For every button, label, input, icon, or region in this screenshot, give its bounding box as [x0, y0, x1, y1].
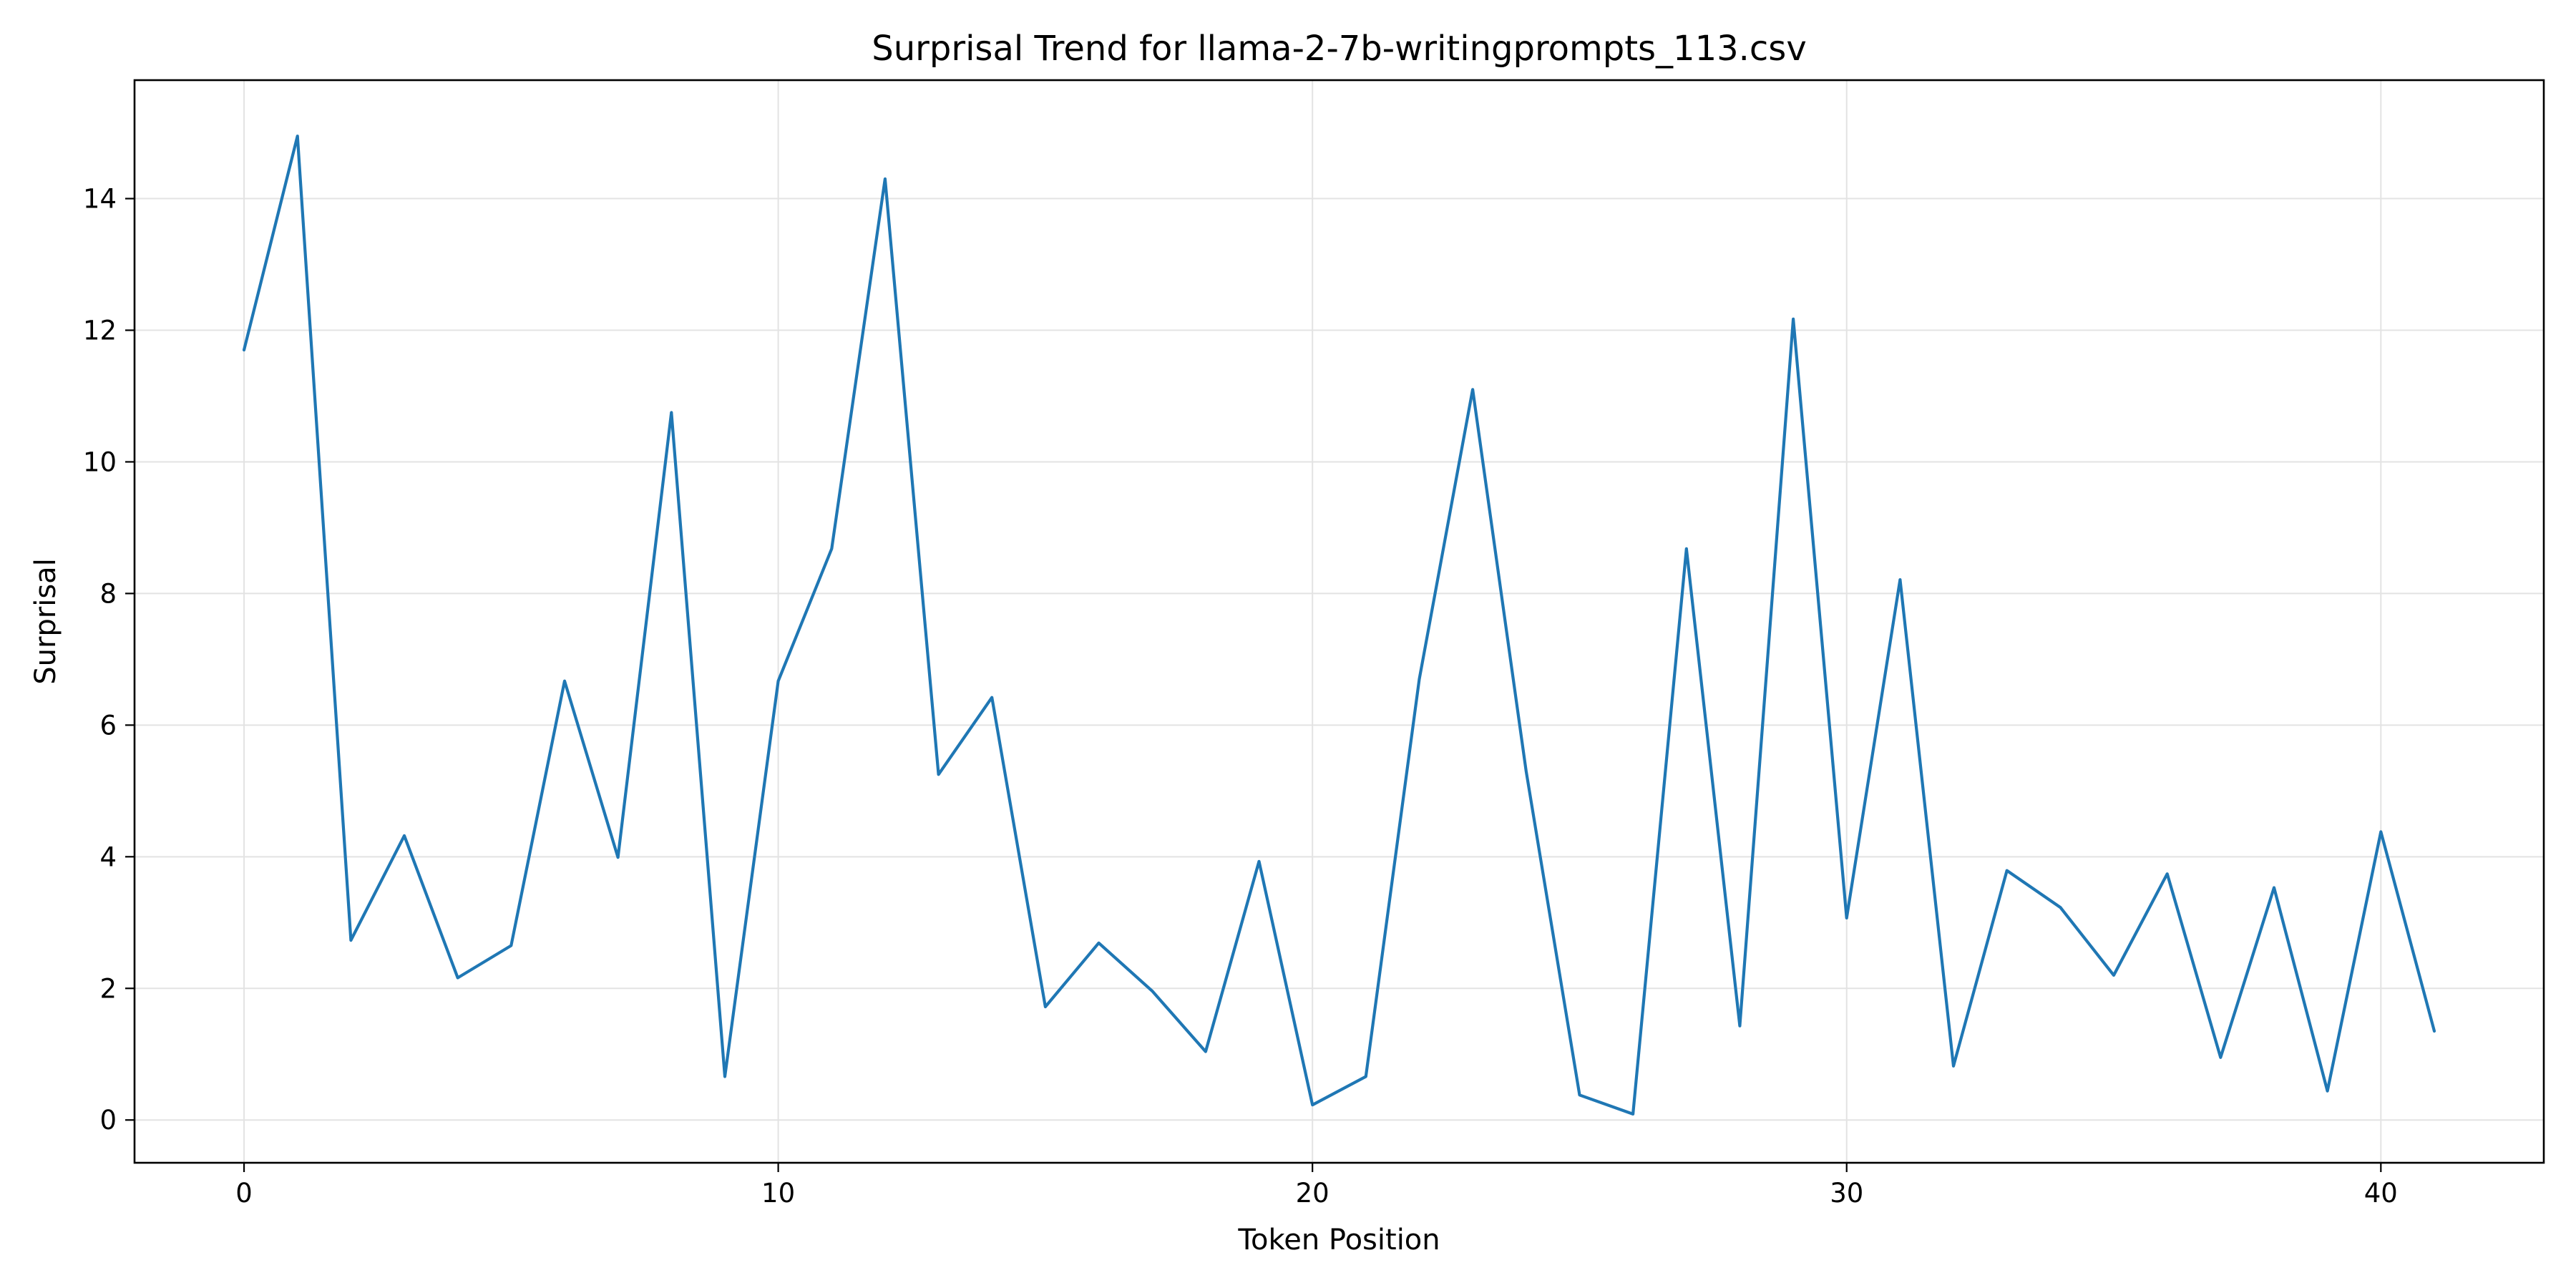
series-line	[242, 135, 2436, 1116]
y-tick-label: 14	[83, 184, 117, 215]
x-tick-label: 10	[761, 1178, 795, 1209]
y-tick-label: 0	[99, 1105, 117, 1136]
y-tick-label: 12	[83, 316, 117, 346]
y-tick-label: 4	[99, 841, 117, 872]
x-tick-label: 0	[235, 1178, 253, 1209]
chart-title: Surprisal Trend for llama-2-7b-writingpr…	[872, 29, 1806, 69]
y-axis-title: Surprisal	[29, 558, 62, 685]
y-tick-label: 8	[99, 578, 117, 609]
x-tick-label: 20	[1296, 1178, 1330, 1209]
y-tick-label: 10	[83, 447, 117, 477]
plot-area-frame	[133, 79, 2545, 1164]
y-tick-label: 6	[99, 710, 117, 741]
x-tick-label: 30	[1830, 1178, 1863, 1209]
x-axis-title: Token Position	[1237, 1224, 1440, 1257]
series-layer	[242, 135, 2436, 1116]
axis-ticks: 0 10 20 30 40 0 2 4 6 8 10 12 14	[83, 184, 2398, 1209]
grid-lines	[135, 80, 2544, 1163]
y-tick-label: 2	[99, 973, 117, 1004]
x-tick-label: 40	[2364, 1178, 2398, 1209]
